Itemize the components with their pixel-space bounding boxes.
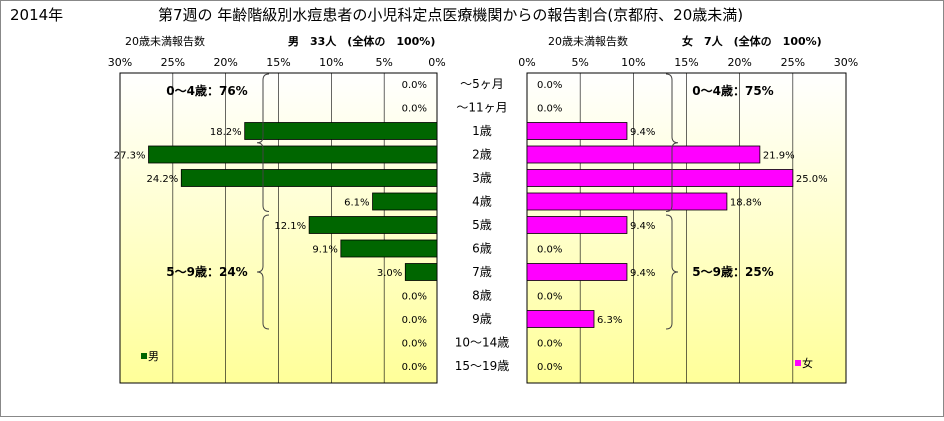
female-bar (526, 122, 628, 140)
male-tick-label: 25% (161, 56, 185, 69)
male-tick-label: 15% (266, 56, 290, 69)
male-value-label: 18.2% (210, 127, 242, 138)
category-label: 6歳 (472, 242, 492, 256)
female-tick-label: 10% (621, 56, 645, 69)
male-value-label: 6.1% (344, 198, 369, 209)
female-group-label: 0～4歳：75% (692, 83, 773, 98)
male-group-label: 5～9歳：24% (166, 264, 247, 279)
category-label: ～5ヶ月 (460, 77, 504, 91)
female-value-label: 21.9% (763, 151, 795, 162)
female-axis-title: 20歳未満報告数 (548, 35, 628, 48)
male-tick-label: 30% (108, 56, 132, 69)
male-bar (340, 239, 438, 258)
year-label: 2014年 (10, 6, 63, 24)
male-value-label: 9.1% (312, 245, 337, 256)
female-value-label: 9.4% (630, 127, 655, 138)
female-bar (526, 310, 595, 328)
female-value-label: 0.0% (537, 80, 562, 91)
male-value-label: 12.1% (274, 221, 306, 232)
female-value-label: 18.8% (730, 198, 762, 209)
category-label: 2歳 (472, 148, 492, 162)
female-tick-label: 25% (781, 56, 805, 69)
male-bar (180, 169, 438, 187)
male-value-label: 0.0% (402, 292, 427, 303)
male-bar (404, 263, 438, 281)
chart-marks: 0% 0% 5% 5% 10% 10% 15% 15% 20% 20% 25% 25% 30% 30% ～5… (108, 56, 858, 384)
chart-title: 第7週の 年齢階級別水痘患者の小児科定点医療機関からの報告割合(京都府、20歳未… (158, 6, 743, 24)
category-label: 1歳 (472, 124, 492, 138)
male-value-label: 0.0% (402, 315, 427, 326)
male-legend-label: 男 (148, 350, 159, 363)
female-group-brace (665, 73, 679, 212)
category-label: 15～19歳 (455, 359, 510, 373)
male-value-label: 0.0% (402, 80, 427, 91)
female-bar (526, 192, 728, 211)
female-value-label: 9.4% (630, 268, 655, 279)
female-value-label: 0.0% (537, 104, 562, 115)
female-bar (526, 145, 761, 164)
female-group-label: 5～9歳：25% (692, 264, 773, 279)
female-value-label: 0.0% (537, 292, 562, 303)
female-value-label: 0.0% (537, 362, 562, 373)
female-tick-label: 15% (674, 56, 698, 69)
female-value-label: 0.0% (537, 339, 562, 350)
category-label: 5歳 (472, 218, 492, 232)
female-tick-label: 30% (834, 56, 858, 69)
female-legend-swatch (795, 360, 801, 366)
male-bar (148, 145, 438, 164)
female-legend-label: 女 (802, 356, 813, 370)
female-value-label: 0.0% (537, 245, 562, 256)
category-label: 10～14歳 (455, 336, 510, 350)
female-bar (526, 216, 628, 234)
male-header-label: 男 33人 (全体の 100%) (288, 34, 435, 48)
female-group-brace (665, 214, 679, 330)
male-value-label: 0.0% (402, 362, 427, 373)
male-group-label: 0～4歳：76% (166, 83, 247, 98)
female-value-label: 6.3% (597, 315, 622, 326)
female-tick-label: 5% (571, 56, 588, 69)
female-bar (526, 263, 628, 281)
category-label: 3歳 (472, 171, 492, 185)
male-value-label: 0.0% (402, 104, 427, 115)
category-label: ～11ヶ月 (456, 101, 507, 115)
male-bar (372, 192, 438, 211)
male-group-brace (256, 214, 270, 330)
male-value-label: 27.3% (114, 151, 146, 162)
category-label: 4歳 (472, 195, 492, 209)
male-legend-swatch (141, 353, 147, 359)
male-axis-title: 20歳未満報告数 (125, 35, 205, 48)
female-bar (526, 169, 794, 187)
male-value-label: 24.2% (147, 174, 179, 185)
male-value-label: 3.0% (377, 268, 402, 279)
category-label: 8歳 (472, 289, 492, 303)
male-tick-label: 0% (428, 56, 445, 69)
male-value-label: 0.0% (402, 339, 427, 350)
female-tick-label: 20% (727, 56, 751, 69)
category-label: 7歳 (472, 265, 492, 279)
female-tick-label: 0% (518, 56, 535, 69)
female-value-label: 25.0% (796, 174, 828, 185)
male-group-brace (256, 73, 270, 212)
male-bar (308, 216, 438, 234)
male-tick-label: 5% (375, 56, 392, 69)
category-label: 9歳 (472, 312, 492, 326)
female-value-label: 9.4% (630, 221, 655, 232)
male-bar (244, 122, 438, 140)
male-tick-label: 20% (213, 56, 237, 69)
male-tick-label: 10% (319, 56, 343, 69)
female-header-label: 女 7人 (全体の 100%) (682, 34, 822, 48)
